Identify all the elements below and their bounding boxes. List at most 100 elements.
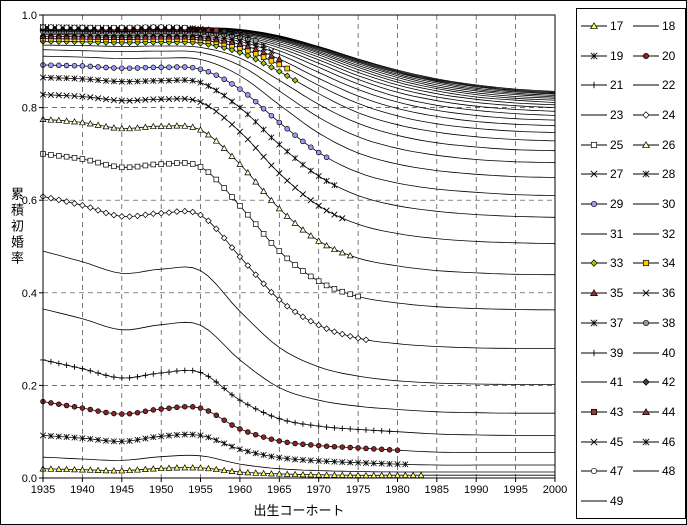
legend-label: 28 <box>662 167 676 182</box>
legend-label: 22 <box>662 78 676 93</box>
legend-entry-44: 44 <box>633 397 685 427</box>
legend-label: 38 <box>662 315 676 330</box>
series-line-22 <box>42 308 555 414</box>
legend-marker-44-icon <box>633 408 659 416</box>
series-markers-29 <box>40 62 330 161</box>
legend-marker-31-icon <box>581 233 607 235</box>
legend-marker-35-icon <box>581 289 607 297</box>
series-line-30 <box>42 55 556 178</box>
legend-marker-48-icon <box>633 470 659 472</box>
legend-label: 48 <box>662 464 676 479</box>
x-tick-label: 1975 <box>346 484 370 496</box>
legend-label: 42 <box>662 375 676 390</box>
series-markers-26 <box>39 115 354 259</box>
legend-label: 35 <box>610 286 624 301</box>
series-markers-27 <box>39 91 346 222</box>
x-tick-label: 1990 <box>464 484 488 496</box>
legend-label: 24 <box>662 107 676 122</box>
legend-marker-36-icon <box>633 289 659 297</box>
series-markers-21 <box>40 357 393 435</box>
legend-entry-34: 34 <box>633 249 685 279</box>
legend-marker-21-icon <box>581 82 607 89</box>
legend-marker-39-icon <box>581 349 607 356</box>
legend-label: 30 <box>662 197 676 212</box>
series-markers-24 <box>39 193 370 344</box>
legend-marker-33-icon <box>581 259 607 268</box>
legend-marker-45-icon <box>581 438 607 446</box>
legend-marker-43-icon <box>581 408 607 416</box>
x-tick-label: 1970 <box>306 484 330 496</box>
legend-label: 33 <box>610 256 624 271</box>
legend-entry-25: 25 <box>581 130 633 160</box>
legend-entry-27: 27 <box>581 160 633 190</box>
legend-label: 34 <box>662 256 676 271</box>
legend-entry-21: 21 <box>581 70 633 100</box>
legend-marker-29-icon <box>581 201 607 208</box>
series-line-28 <box>42 77 556 218</box>
series-markers-25 <box>40 151 361 300</box>
legend-marker-42-icon <box>633 378 659 387</box>
legend-entry-31: 31 <box>581 219 633 249</box>
legend-label: 31 <box>610 226 624 241</box>
legend-entry-36: 36 <box>633 278 685 308</box>
legend-label: 46 <box>662 434 676 449</box>
x-tick-label: 1955 <box>188 484 212 496</box>
series-markers-19 <box>39 431 409 468</box>
legend-marker-24-icon <box>633 111 659 119</box>
legend-marker-38-icon <box>633 319 659 326</box>
legend-entry-39: 39 <box>581 338 633 368</box>
x-axis-title: 出生コーホート <box>253 503 345 518</box>
legend-marker-23-icon <box>581 114 607 116</box>
legend-entry-40: 40 <box>633 338 685 368</box>
legend-marker-25-icon <box>581 141 607 148</box>
legend-label: 49 <box>610 494 624 509</box>
legend-label: 32 <box>662 226 676 241</box>
legend-marker-37-icon <box>581 319 607 327</box>
legend-label: 29 <box>610 197 624 212</box>
x-tick-label: 1965 <box>267 484 291 496</box>
legend-entry-43: 43 <box>581 397 633 427</box>
y-tick-label: 0.8 <box>22 103 37 115</box>
legend-entry-19: 19 <box>581 41 633 71</box>
x-tick-label: 1950 <box>149 484 173 496</box>
series-markers-47 <box>40 24 188 31</box>
legend-entry-45: 45 <box>581 427 633 457</box>
legend: 17 18 19 20 21 22 23 24 25 26 27 28 29 30 31 32 33 34 35 36… <box>576 8 686 519</box>
legend-marker-19-icon <box>581 52 607 60</box>
y-tick-label: 0.2 <box>22 380 37 392</box>
x-tick-label: 1980 <box>385 484 409 496</box>
y-tick-label: 1.0 <box>22 10 37 22</box>
legend-entry-18: 18 <box>633 11 685 41</box>
legend-entry-46: 46 <box>633 427 685 457</box>
legend-label: 47 <box>610 464 624 479</box>
legend-marker-34-icon <box>633 260 659 267</box>
legend-marker-18-icon <box>633 25 659 27</box>
y-axis-title: 累積初婚率 <box>9 187 24 267</box>
legend-label: 43 <box>610 405 624 420</box>
legend-label: 40 <box>662 345 676 360</box>
gridlines <box>43 15 556 478</box>
y-tick-label: 0.4 <box>22 288 37 300</box>
legend-label: 20 <box>662 48 676 63</box>
legend-label: 18 <box>662 18 676 33</box>
x-tick-label: 1935 <box>31 484 55 496</box>
legend-label: 44 <box>662 405 676 420</box>
axis-ticks-and-labels: 1935 1940 1945 1950 1955 1960 1965 1970 1975 1980… <box>22 10 568 496</box>
series-line-19 <box>42 434 555 466</box>
y-tick-label: 0.6 <box>22 195 37 207</box>
legend-label: 26 <box>662 137 676 152</box>
legend-entry-30: 30 <box>633 189 685 219</box>
legend-marker-22-icon <box>633 84 659 86</box>
legend-entry-35: 35 <box>581 278 633 308</box>
x-tick-label: 1940 <box>70 484 94 496</box>
legend-entry-38: 38 <box>633 308 685 338</box>
legend-entry-29: 29 <box>581 189 633 219</box>
legend-marker-46-icon <box>633 438 659 446</box>
series-markers <box>39 23 425 479</box>
legend-entry-28: 28 <box>633 160 685 190</box>
legend-label: 17 <box>610 18 624 33</box>
legend-marker-30-icon <box>633 203 659 205</box>
y-tick-label: 0.0 <box>22 473 37 485</box>
x-tick-label: 1985 <box>425 484 449 496</box>
